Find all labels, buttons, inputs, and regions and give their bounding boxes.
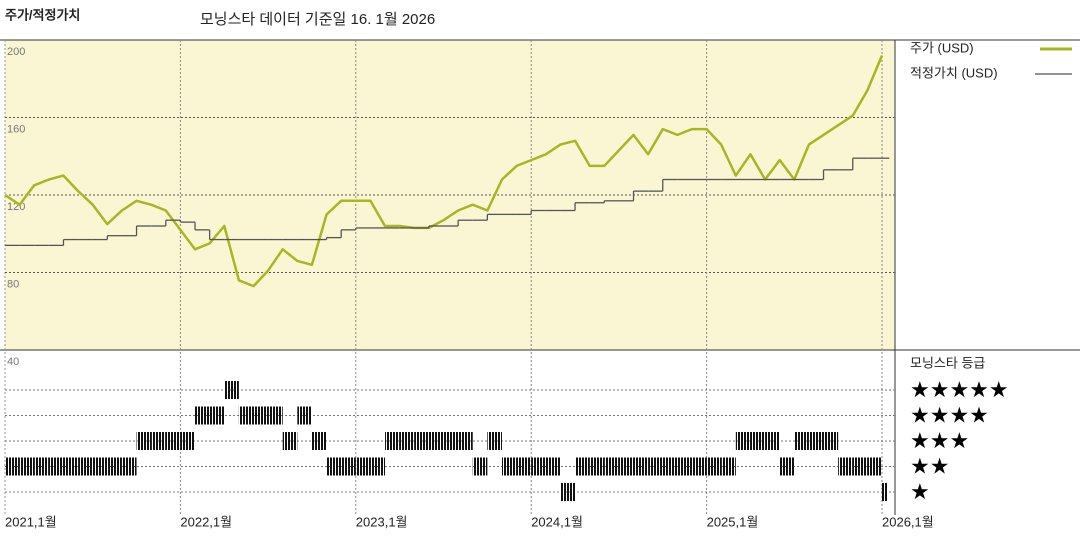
rating-bar (648, 457, 663, 476)
rating-bar (311, 432, 327, 450)
x-tick-label: 2023,1월 (356, 514, 408, 529)
rating-bar (282, 432, 298, 450)
rating-bar (5, 457, 20, 476)
rating-bar (78, 457, 93, 476)
rating-bar (326, 457, 342, 476)
rating-bar (209, 406, 225, 425)
rating-bar (516, 457, 532, 476)
rating-bar (867, 457, 882, 476)
rating-bar (545, 457, 561, 476)
rating-bar (48, 457, 64, 476)
rating-bar (341, 457, 356, 476)
price-line (4, 55, 884, 288)
rating-bar (633, 457, 649, 476)
rating-bar (224, 381, 239, 399)
rating-bar (92, 457, 108, 476)
rating-bar (458, 432, 473, 450)
rating-bar (765, 432, 780, 450)
y-tick-label: 40 (7, 356, 19, 368)
rating-bar (750, 432, 766, 450)
rating-bar (721, 457, 736, 476)
rating-bar (838, 457, 853, 476)
rating-bar (677, 457, 692, 476)
rating-bar (575, 457, 590, 476)
rating-bar (195, 406, 210, 425)
rating-bar (355, 457, 371, 476)
rating-label: ★★★★ (910, 402, 989, 427)
rating-title: 모닝스타 등급 (910, 355, 985, 370)
x-tick-label: 2021,1월 (5, 514, 57, 529)
rating-bar (385, 432, 400, 450)
rating-bar (706, 457, 722, 476)
rating-bar (121, 457, 137, 476)
rating-bar (107, 457, 122, 476)
rating-bar (136, 432, 152, 450)
rating-bar (414, 432, 429, 450)
rating-bar (428, 432, 444, 450)
rating-bar (531, 457, 546, 476)
rating-bar (560, 483, 576, 501)
rating-label: ★★★★★ (910, 377, 1009, 402)
rating-bar (443, 432, 459, 450)
rating-bar (238, 406, 254, 425)
rating-bar (180, 432, 196, 450)
rating-bar (735, 432, 751, 450)
rating-bar (19, 457, 35, 476)
rating-bar (34, 457, 49, 476)
chart-subtitle: 모닝스타 데이터 기준일 16. 1월 2026 (200, 11, 435, 28)
rating-bar (370, 457, 386, 476)
rating-label: ★★★ (910, 428, 969, 453)
y-tick-label: 200 (7, 46, 25, 58)
y-tick-label: 160 (7, 123, 25, 135)
chart-title: 주가/적정가치 (5, 7, 80, 22)
x-tick-label: 2024,1월 (531, 514, 583, 529)
x-tick-label: 2026,1월 (882, 514, 934, 529)
rating-bar (487, 432, 502, 450)
rating-bar (501, 457, 517, 476)
rating-bar (63, 457, 79, 476)
rating-bar (297, 406, 312, 425)
rating-label: ★★ (910, 453, 949, 478)
y-tick-label: 80 (7, 278, 19, 290)
rating-bar (823, 432, 839, 450)
rating-bar (779, 457, 795, 476)
rating-bar (662, 457, 678, 476)
x-tick-label: 2022,1월 (180, 514, 232, 529)
rating-bar (151, 432, 166, 450)
rating-bar (691, 457, 707, 476)
rating-bar (589, 457, 605, 476)
rating-bar (268, 406, 283, 425)
rating-bar (253, 406, 269, 425)
rating-label: ★ (910, 479, 930, 504)
rating-bar (618, 457, 634, 476)
rating-bar (808, 432, 824, 450)
legend-label: 적정가치 (USD) (910, 65, 998, 80)
rating-bar (852, 457, 868, 476)
rating-bar (399, 432, 415, 450)
rating-bar (472, 457, 488, 476)
rating-bar (882, 483, 887, 501)
x-tick-label: 2025,1월 (707, 514, 759, 529)
rating-bar (794, 432, 809, 450)
legend-label: 주가 (USD) (910, 40, 974, 55)
rating-bar (165, 432, 181, 450)
rating-bar (604, 457, 619, 476)
